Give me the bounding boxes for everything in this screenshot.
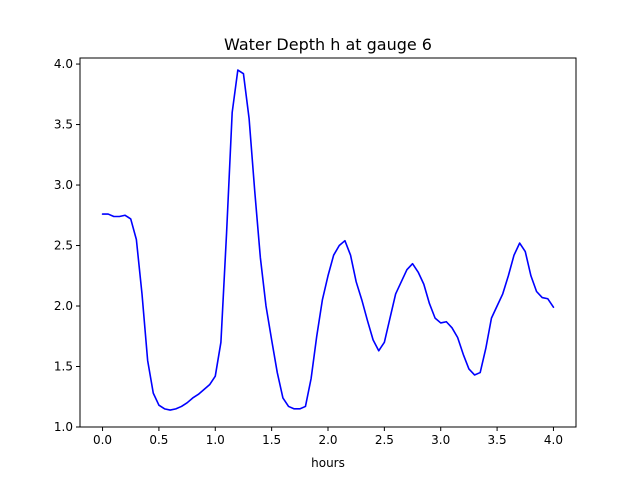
y-tick-label: 1.0	[54, 420, 73, 434]
y-tick-label: 4.0	[54, 57, 73, 71]
y-tick-label: 2.0	[54, 299, 73, 313]
x-axis-label: hours	[311, 456, 345, 470]
series-layer	[101, 69, 555, 411]
x-tick-label: 0.5	[149, 433, 168, 447]
y-tick-label: 3.0	[54, 178, 73, 192]
y-tick-label: 1.5	[54, 360, 73, 374]
y-axis-ticks: 1.0 1.5 2.0 2.5 3.0 3.5 4.0	[54, 57, 80, 434]
chart-title: Water Depth h at gauge 6	[224, 35, 432, 54]
series-line-0	[101, 69, 555, 411]
y-tick-label: 2.5	[54, 239, 73, 253]
x-tick-label: 1.5	[262, 433, 281, 447]
x-tick-label: 2.5	[375, 433, 394, 447]
x-tick-label: 1.0	[206, 433, 225, 447]
plot-area-frame	[79, 57, 577, 428]
x-axis-ticks: 0.0 0.5 1.0 1.5 2.0 2.5 3.0 3.5 4.0	[93, 427, 563, 447]
x-tick-label: 0.0	[93, 433, 112, 447]
x-tick-label: 2.0	[318, 433, 337, 447]
y-tick-label: 3.5	[54, 118, 73, 132]
x-tick-label: 4.0	[544, 433, 563, 447]
x-tick-label: 3.0	[431, 433, 450, 447]
x-tick-label: 3.5	[488, 433, 507, 447]
